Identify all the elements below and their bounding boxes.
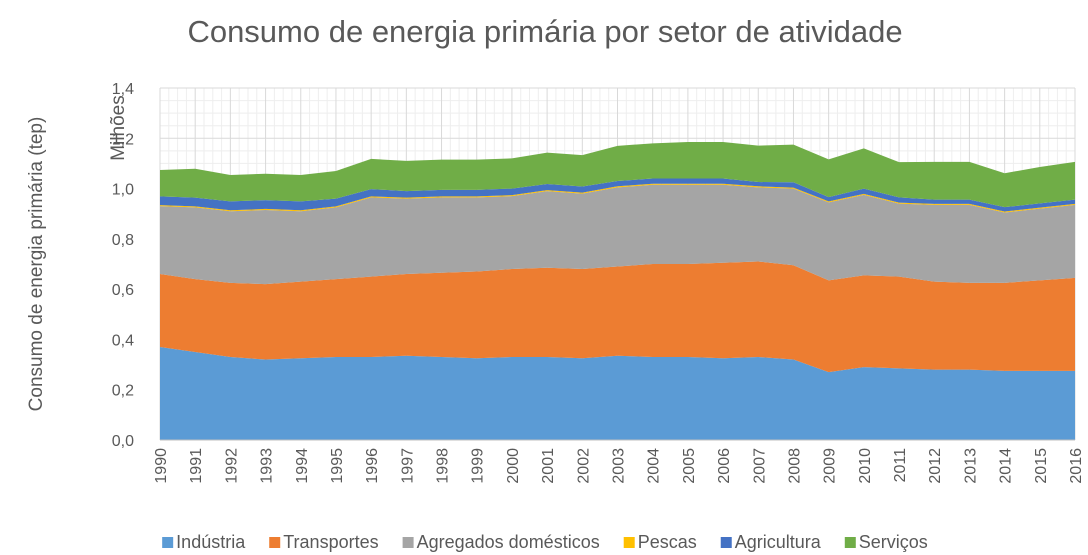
legend-label: Agricultura [735, 532, 822, 552]
area [160, 346, 1075, 440]
x-tick-label: 1994 [294, 448, 311, 484]
legend-label: Pescas [638, 532, 697, 552]
x-tick-label: 1998 [435, 448, 452, 484]
legend-swatch [720, 537, 732, 548]
area [160, 184, 1075, 285]
x-tick-label: 1999 [470, 448, 487, 484]
x-tick-label: 1991 [188, 448, 205, 484]
legend-label: Serviços [859, 532, 928, 552]
x-tick-label: 1993 [259, 448, 276, 484]
x-tick-label: 2001 [540, 448, 557, 484]
legend-item: Agregados domésticos [402, 532, 600, 552]
y-tick-label: 0,2 [112, 383, 134, 400]
legend-swatch [269, 537, 281, 548]
x-tick-label: 2011 [892, 448, 909, 483]
legend: Indústria Transportes Agregados domésticos… [162, 532, 928, 552]
x-tick-label: 1996 [364, 448, 381, 484]
x-tick-label: 2013 [962, 448, 979, 484]
x-tick-label: 2003 [611, 448, 628, 484]
area [160, 178, 1075, 212]
x-tick-label: 2004 [646, 448, 663, 484]
legend-label: Agregados domésticos [417, 532, 600, 552]
area [160, 142, 1075, 208]
x-tick-label: 1990 [153, 448, 170, 484]
legend-label: Transportes [283, 532, 378, 552]
y-axis-label: Consumo de energia primária (tep) [26, 117, 47, 412]
y-tick-label: 0,6 [112, 282, 134, 299]
legend-swatch [623, 537, 635, 548]
x-tick-label: 2006 [716, 448, 733, 484]
legend-swatch [402, 537, 414, 548]
y-tick-label: 0,0 [112, 433, 134, 450]
x-tick-label: 2016 [1068, 448, 1085, 484]
y-tick-label: 1,4 [112, 81, 134, 98]
x-tick-label: 2000 [505, 448, 522, 484]
legend-item: Transportes [269, 532, 379, 552]
x-tick-label: 2005 [681, 448, 698, 484]
x-tick-label: 2012 [927, 448, 944, 484]
y-tick-label: 1,2 [112, 131, 134, 148]
legend-item: Agricultura [720, 532, 822, 552]
y-tick-label: 0,8 [112, 232, 134, 249]
x-tick-label: 2015 [1033, 448, 1050, 484]
y-tick-label: 0,4 [112, 332, 134, 349]
x-tick-label: 2009 [822, 448, 839, 484]
x-tick-label: 2002 [575, 448, 592, 484]
legend-swatch [162, 537, 174, 548]
legend-label: Indústria [176, 532, 246, 552]
y-unit-label: Milhões [108, 95, 129, 160]
y-tick-label: 1,0 [112, 182, 134, 199]
area [160, 183, 1075, 213]
legend-item: Serviços [844, 532, 928, 552]
x-tick-label: 2008 [786, 448, 803, 484]
legend-item: Pescas [623, 532, 697, 552]
x-tick-label: 1992 [223, 448, 240, 484]
x-tick-label: 2010 [857, 448, 874, 484]
x-tick-label: 2007 [751, 448, 768, 484]
x-tick-label: 1997 [399, 448, 416, 484]
legend-item: Indústria [162, 532, 246, 552]
area [160, 261, 1075, 373]
x-tick-label: 1995 [329, 448, 346, 484]
legend-swatch [844, 537, 856, 548]
x-tick-label: 2014 [998, 448, 1015, 484]
chart-title: Consumo de energia primária por setor de… [187, 14, 902, 49]
